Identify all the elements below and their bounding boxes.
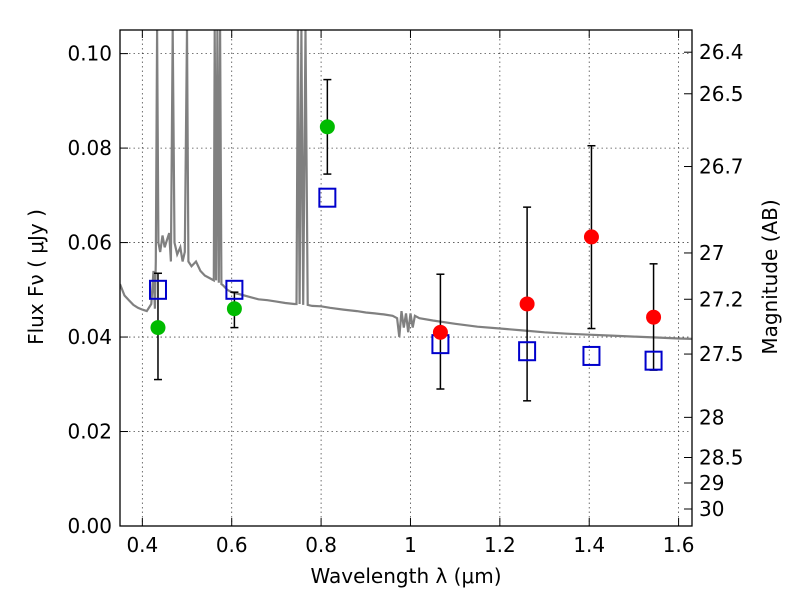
y2-tick-label: 26.5	[699, 82, 744, 106]
y2-tick-label: 26.7	[699, 155, 744, 179]
y-tick-label: 0.06	[67, 231, 112, 255]
x-tick-label: 1.2	[484, 533, 516, 557]
x-tick-label: 0.4	[126, 533, 158, 557]
y-tick-label: 0.04	[67, 325, 112, 349]
model-spectrum-line	[120, 30, 692, 340]
y2-tick-label: 27	[699, 241, 724, 265]
model-flux-square	[644, 350, 663, 371]
y2-tick-label: 29	[699, 471, 724, 495]
grid	[120, 30, 692, 527]
x-axis-label: Wavelength λ (μm)	[310, 564, 501, 588]
x-tick-label: 1.4	[573, 533, 605, 557]
model-flux-square	[582, 345, 601, 366]
y-tick-label: 0.08	[67, 136, 112, 160]
y2-axis-label: Magnitude (AB)	[758, 199, 782, 354]
x-tick-label: 0.6	[216, 533, 248, 557]
model-flux-square	[148, 279, 167, 300]
plot-area	[120, 30, 692, 402]
model-flux-square	[318, 187, 337, 208]
plot-frame	[119, 29, 693, 527]
model-flux-square	[225, 279, 244, 300]
y2-tick-label: 28	[699, 405, 724, 429]
observed-flux-point	[226, 301, 242, 317]
observed-flux-point	[519, 296, 535, 312]
x-tick-label: 0.8	[305, 533, 337, 557]
y-axis-label: Flux Fν ( μJy )	[24, 209, 48, 345]
y2-tick-label: 27.2	[699, 287, 744, 311]
axes: 0.4 0.6 0.8 1 1.2 1.4 1.6 0.00 0.02 0.04 0.06 0.08 0…	[67, 30, 744, 557]
observed-flux-point	[319, 119, 335, 135]
y2-tick-label: 26.4	[699, 40, 744, 64]
observed-flux-point	[150, 320, 166, 336]
model-flux-square	[518, 341, 537, 362]
observed-flux-point	[646, 309, 662, 325]
x-tick-label: 1	[404, 533, 417, 557]
observed-flux-point	[432, 324, 448, 340]
y-tick-label: 0.00	[67, 514, 112, 538]
x-tick-label: 1.6	[663, 533, 695, 557]
y2-tick-label: 30	[699, 497, 724, 521]
y2-tick-label: 28.5	[699, 446, 744, 470]
y-tick-label: 0.10	[67, 42, 112, 66]
y-tick-label: 0.02	[67, 420, 112, 444]
y2-tick-label: 27.5	[699, 342, 744, 366]
observed-flux-point	[583, 229, 599, 245]
